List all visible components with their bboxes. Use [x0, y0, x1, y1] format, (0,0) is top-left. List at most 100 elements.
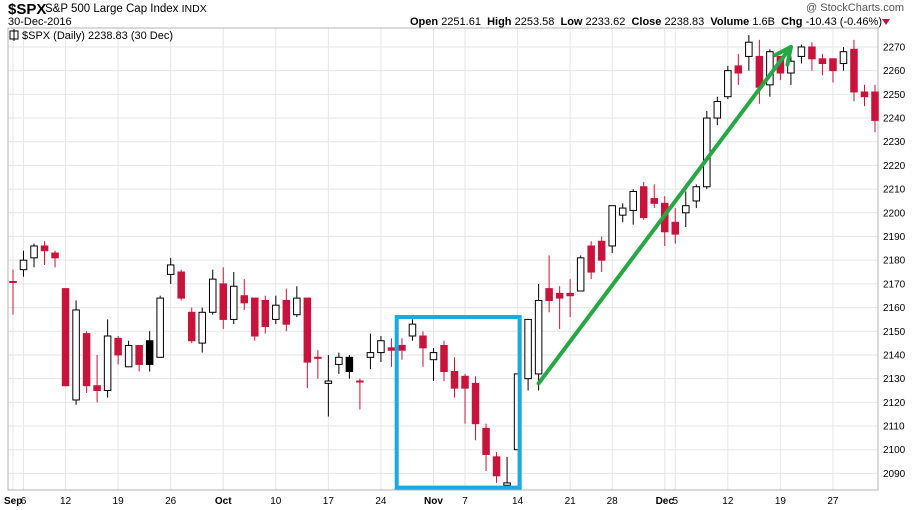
candle-body: [419, 335, 427, 349]
candle: [787, 56, 795, 85]
candle: [576, 255, 585, 292]
candle-body: [545, 288, 553, 301]
candle: [124, 340, 133, 368]
candle-body: [724, 70, 732, 98]
x-tick-label: 27: [827, 496, 839, 507]
candle: [597, 236, 606, 273]
candle-body: [618, 207, 627, 216]
ohlc-summary: Open 2251.61 High 2253.58 Low 2233.62 Cl…: [410, 16, 882, 28]
candle-body: [335, 356, 343, 365]
x-tick-label: 10: [270, 496, 282, 507]
x-tick-label: 5: [672, 496, 678, 507]
candle-body: [745, 41, 753, 57]
candle: [335, 352, 343, 374]
candle: [492, 452, 501, 483]
candle: [114, 336, 122, 365]
candle: [398, 338, 406, 360]
x-tick-label: 19: [775, 496, 787, 507]
candle: [135, 344, 143, 372]
candle-body: [576, 257, 585, 292]
candle-body: [871, 91, 879, 121]
candle: [629, 189, 637, 225]
candle-body: [177, 271, 185, 299]
candle: [471, 376, 480, 441]
candle-body: [482, 427, 490, 455]
candle: [808, 42, 816, 71]
candle: [208, 269, 217, 315]
candle: [240, 279, 249, 310]
candle-body: [850, 48, 858, 93]
candle-body: [555, 292, 564, 299]
candle-body: [314, 356, 322, 359]
y-tick-label: 2230: [883, 137, 906, 148]
candle-body: [829, 58, 837, 72]
candle: [356, 378, 364, 410]
candle: [324, 354, 333, 417]
y-tick-label: 2100: [883, 445, 906, 456]
candle-body: [398, 344, 406, 351]
candle-body: [9, 281, 17, 284]
candle-body: [229, 285, 238, 320]
x-tick-label: Oct: [215, 496, 232, 507]
candle-body: [408, 323, 417, 337]
candle-body: [114, 337, 122, 356]
candle-body: [534, 299, 543, 375]
candle: [524, 318, 532, 391]
candle: [745, 35, 753, 71]
candle-body: [293, 297, 301, 316]
y-tick-label: 2260: [883, 66, 906, 77]
candle: [282, 288, 291, 332]
candle: [860, 84, 869, 107]
x-tick-label: Sep: [4, 496, 22, 507]
candle: [692, 184, 701, 209]
legend-text: $SPX (Daily) 2238.83 (30 Dec): [22, 30, 173, 42]
candle-body: [303, 297, 312, 363]
candle: [671, 208, 680, 244]
candle: [187, 307, 196, 344]
y-tick-label: 2180: [883, 256, 906, 267]
candle: [40, 241, 49, 265]
candle-body: [19, 259, 28, 271]
candle: [51, 250, 59, 268]
candle: [229, 272, 238, 325]
candle-body: [208, 278, 217, 313]
candle: [61, 288, 70, 387]
candle-body: [103, 335, 112, 391]
x-tick-label: Nov: [424, 496, 443, 507]
candle-body: [356, 380, 364, 383]
candle-body: [755, 55, 764, 88]
candle: [797, 44, 806, 64]
candle: [303, 297, 312, 389]
y-tick-label: 2270: [883, 42, 906, 53]
y-tick-label: 2140: [883, 350, 906, 361]
x-tick-label: 7: [462, 496, 468, 507]
candle-body: [30, 245, 38, 259]
candle-body: [124, 344, 133, 368]
candle: [850, 39, 858, 102]
x-tick-label: 26: [165, 496, 177, 507]
candle-body: [671, 221, 680, 235]
candle-body: [366, 352, 375, 358]
y-tick-label: 2210: [883, 185, 906, 196]
y-tick-label: 2170: [883, 279, 906, 290]
y-tick-label: 2250: [883, 90, 906, 101]
y-tick-label: 2110: [883, 422, 905, 433]
candle: [482, 423, 490, 472]
candle: [639, 182, 648, 220]
candle: [450, 357, 459, 398]
candle-body: [524, 318, 532, 380]
y-tick-label: 2090: [883, 469, 906, 480]
candle-body: [166, 264, 175, 275]
candle-body: [471, 382, 480, 425]
candle: [314, 350, 322, 379]
candle-body: [787, 60, 795, 74]
candle-body: [703, 117, 711, 188]
candle: [366, 333, 375, 370]
x-tick-label: 12: [60, 496, 72, 507]
candle: [19, 250, 28, 277]
candle-body: [629, 190, 637, 211]
chart-date: 30-Dec-2016: [8, 16, 72, 28]
x-tick-label: Dec: [656, 496, 675, 507]
index-name: S&P 500 Large Cap Index INDX: [45, 3, 207, 15]
x-tick-label: 19: [113, 496, 125, 507]
